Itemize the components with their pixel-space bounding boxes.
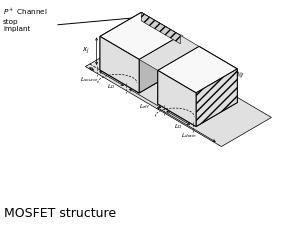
Text: Bottom: Bottom xyxy=(125,54,150,71)
Text: $L_D$: $L_D$ xyxy=(174,122,183,131)
Text: MOSFET structure: MOSFET structure xyxy=(4,207,116,220)
Text: $x_j$: $x_j$ xyxy=(82,46,90,56)
Text: $L_{eff}$: $L_{eff}$ xyxy=(140,102,151,111)
Text: Side wall: Side wall xyxy=(155,22,183,41)
Text: $L_D$: $L_D$ xyxy=(108,82,116,91)
Polygon shape xyxy=(100,36,139,93)
Text: Drain: Drain xyxy=(179,65,201,83)
Polygon shape xyxy=(141,12,180,69)
Polygon shape xyxy=(158,46,199,104)
Text: $P^+$ Channel
stop
implant: $P^+$ Channel stop implant xyxy=(3,7,48,32)
Polygon shape xyxy=(100,12,141,70)
Polygon shape xyxy=(85,37,271,147)
Polygon shape xyxy=(158,46,237,93)
Text: $L_{drain}$: $L_{drain}$ xyxy=(181,131,197,140)
Text: Source: Source xyxy=(123,28,151,48)
Text: Bottom: Bottom xyxy=(182,88,207,105)
Polygon shape xyxy=(100,12,180,59)
Polygon shape xyxy=(100,46,180,93)
Polygon shape xyxy=(141,12,180,44)
Polygon shape xyxy=(139,35,180,93)
Text: Side wall: Side wall xyxy=(215,59,244,79)
Polygon shape xyxy=(158,70,196,126)
Polygon shape xyxy=(139,35,199,70)
Text: $L_{source}$: $L_{source}$ xyxy=(80,75,99,84)
Polygon shape xyxy=(196,69,237,126)
Polygon shape xyxy=(199,46,237,102)
Polygon shape xyxy=(158,80,237,126)
